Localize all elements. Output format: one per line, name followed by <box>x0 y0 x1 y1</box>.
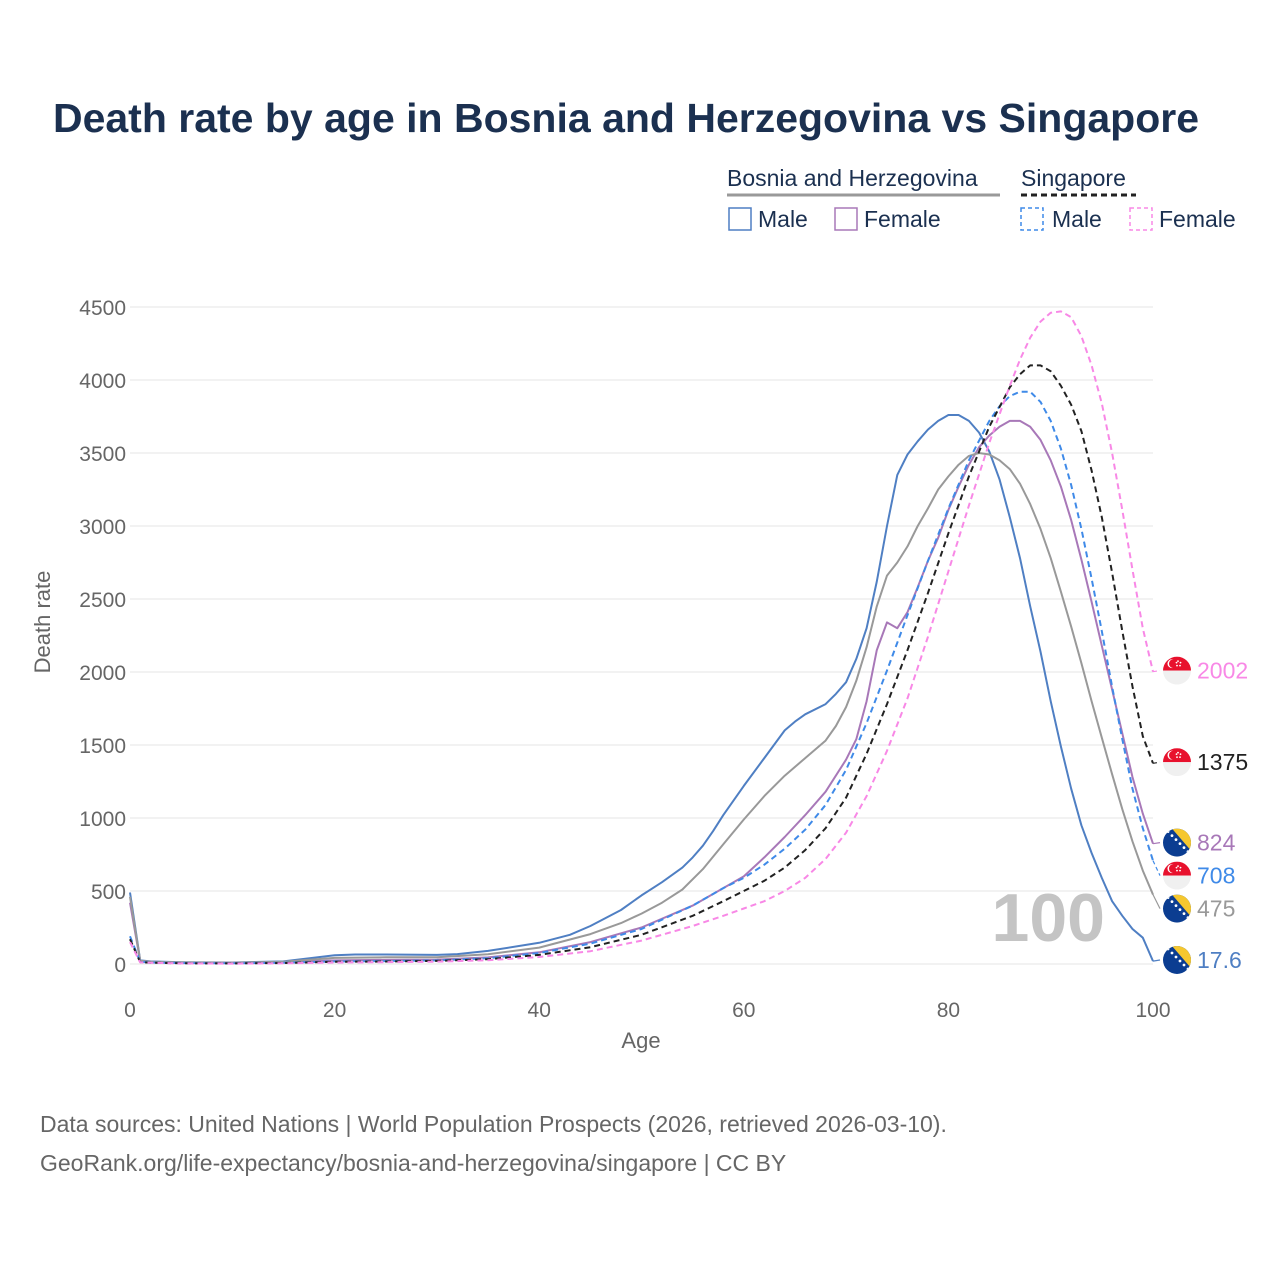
y-tick-label: 3000 <box>79 516 126 539</box>
bosnia-flag-icon <box>1163 946 1191 974</box>
end-label-value: 824 <box>1197 830 1236 856</box>
end-label-group: 708 <box>1152 860 1235 890</box>
series-lines <box>129 310 1154 965</box>
y-tick-label: 4500 <box>79 297 126 320</box>
y-tick-label: 1000 <box>79 808 126 831</box>
end-label-value: 17.6 <box>1197 947 1242 973</box>
singapore-flag-icon <box>1163 861 1191 890</box>
series-line-bosnia-and-herzegovina-total <box>129 452 1154 964</box>
bosnia-flag-icon <box>1163 828 1191 857</box>
legend-label-bosnia-male: Male <box>758 206 808 232</box>
y-tick-label: 0 <box>114 954 126 977</box>
x-axis-ticks: 0 20 40 60 80 100 <box>124 999 1170 1022</box>
end-label-connector <box>1152 894 1161 909</box>
legend-swatch-bosnia-female <box>834 207 858 231</box>
series-line-singapore-male <box>129 390 1154 965</box>
legend-label-singapore-female: Female <box>1159 206 1236 232</box>
end-label-connector <box>1152 842 1161 845</box>
end-label-value: 475 <box>1197 896 1235 922</box>
end-label-group: 1375 <box>1152 748 1248 777</box>
y-tick-label: 4000 <box>79 370 126 393</box>
end-label-group: 824 <box>1152 828 1236 857</box>
end-label-connector <box>1152 761 1161 764</box>
y-tick-label: 2000 <box>79 662 126 685</box>
current-age-overlay: 100 <box>992 880 1105 956</box>
singapore-flag-icon <box>1163 748 1191 777</box>
credit-line: GeoRank.org/life-expectancy/bosnia-and-h… <box>40 1150 786 1176</box>
end-label-connector <box>1152 670 1161 673</box>
legend-swatch-bosnia-male <box>728 207 752 231</box>
legend-group-bosnia: Bosnia and Herzegovina <box>727 165 978 191</box>
y-tick-label: 3500 <box>79 443 126 466</box>
end-label-value: 708 <box>1197 863 1235 889</box>
series-line-singapore-total <box>129 364 1154 965</box>
x-tick-label: 100 <box>1135 999 1170 1022</box>
end-label-group: 475 <box>1152 894 1235 923</box>
x-tick-label: 80 <box>937 999 960 1022</box>
series-line-singapore-female <box>129 310 1154 965</box>
x-axis-label: Age <box>621 1028 660 1053</box>
legend: Bosnia and Herzegovina Singapore Male Fe… <box>727 165 1236 232</box>
y-tick-label: 1500 <box>79 735 126 758</box>
x-tick-label: 20 <box>323 999 346 1022</box>
y-axis-ticks: 0 500 1000 1500 2000 2500 3000 3500 4000 4500 <box>79 297 126 977</box>
x-tick-label: 0 <box>124 999 136 1022</box>
y-tick-label: 2500 <box>79 589 126 612</box>
y-axis-label: Death rate <box>30 571 55 674</box>
end-labels: 2002 1375 824 708 475 17.6 <box>1152 656 1248 974</box>
bosnia-flag-icon <box>1163 894 1191 923</box>
legend-label-bosnia-female: Female <box>864 206 941 232</box>
legend-swatch-singapore-female <box>1129 207 1153 231</box>
legend-label-singapore-male: Male <box>1052 206 1102 232</box>
end-label-connector <box>1152 860 1161 876</box>
chart-title: Death rate by age in Bosnia and Herzegov… <box>53 95 1199 141</box>
end-label-value: 1375 <box>1197 749 1248 775</box>
gridlines <box>130 306 1153 965</box>
source-line: Data sources: United Nations | World Pop… <box>40 1111 947 1137</box>
end-label-group: 2002 <box>1152 656 1248 685</box>
end-label-connector <box>1152 959 1161 962</box>
legend-group-singapore: Singapore <box>1021 165 1126 191</box>
end-label-value: 2002 <box>1197 658 1248 684</box>
series-line-bosnia-and-herzegovina-male <box>129 414 1154 964</box>
legend-swatch-singapore-male <box>1020 207 1044 231</box>
y-tick-label: 500 <box>91 881 126 904</box>
x-tick-label: 60 <box>732 999 755 1022</box>
end-label-group: 17.6 <box>1152 946 1242 974</box>
x-tick-label: 40 <box>528 999 551 1022</box>
singapore-flag-icon <box>1163 656 1191 685</box>
